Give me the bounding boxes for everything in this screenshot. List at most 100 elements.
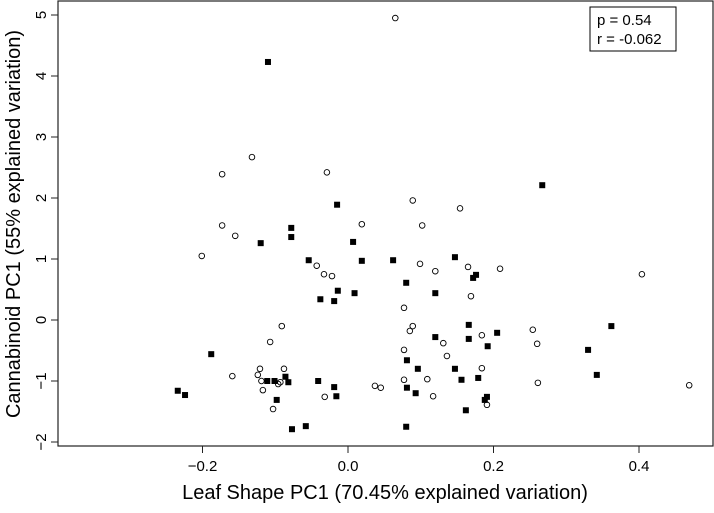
filled-square-point [412, 390, 419, 397]
x-tick-label: 0.2 [483, 458, 504, 475]
x-tick-label: 0.0 [338, 458, 359, 475]
open-circle-point [400, 376, 408, 384]
filled-square-point [331, 298, 338, 305]
filled-square-point [333, 393, 340, 400]
filled-square-point [390, 257, 397, 264]
filled-square-point [285, 379, 292, 386]
open-circle-point [440, 339, 447, 347]
filled-square-point [473, 271, 480, 278]
filled-square-point [288, 426, 295, 433]
y-tick-label: −1 [33, 372, 50, 389]
open-circle-point [321, 393, 328, 401]
filled-square-point [334, 201, 341, 208]
filled-square-point [350, 238, 357, 245]
filled-square-point [483, 393, 490, 400]
filled-square-point [351, 290, 358, 297]
open-circle-point [269, 405, 277, 413]
filled-square-point [465, 335, 472, 342]
filled-square-point [403, 384, 410, 391]
open-circle-point [371, 382, 379, 390]
open-circle-point [218, 222, 226, 229]
y-tick-label: −2 [33, 433, 50, 450]
open-circle-point [278, 322, 286, 330]
filled-square-point [264, 58, 271, 65]
open-circle-point [400, 304, 408, 312]
open-circle-point [266, 338, 274, 346]
open-circle-point [406, 327, 414, 335]
filled-square-point [494, 329, 501, 336]
open-circle-point [231, 232, 239, 240]
filled-square-point [317, 296, 324, 303]
filled-square-point [458, 376, 465, 383]
y-tick-label: 1 [33, 255, 50, 263]
filled-square-point [271, 378, 278, 384]
filled-square-point [481, 396, 488, 403]
open-circle-point [274, 380, 282, 388]
open-circle-point [529, 326, 537, 334]
open-circle-point [377, 384, 384, 391]
open-circle-point [409, 322, 416, 330]
open-circle-point [685, 382, 693, 389]
open-circle-point [467, 292, 475, 300]
open-circle-point [248, 153, 256, 161]
y-tick-label: 4 [33, 72, 50, 80]
filled-square-point [470, 274, 477, 281]
open-circle-point [313, 262, 320, 269]
x-axis-title: Leaf Shape PC1 (70.45% explained variati… [182, 482, 588, 504]
filled-square-point [403, 279, 410, 286]
filled-square-point [465, 321, 472, 328]
filled-square-point [451, 254, 458, 261]
filled-square-point [462, 407, 469, 414]
open-circle-point [258, 377, 265, 385]
filled-square-point [414, 365, 421, 372]
y-axis-title: Cannabinoid PC1 (55% explained variation… [3, 30, 25, 418]
r-value-text: r = -0.062 [597, 31, 662, 48]
open-circle-point [256, 365, 264, 373]
x-axis: −0.2 0.0 0.2 0.4 [188, 446, 649, 475]
filled-square-point [334, 287, 341, 294]
filled-square-point [257, 240, 264, 247]
filled-square-point [182, 392, 189, 399]
open-circle-point [432, 267, 439, 275]
filled-square-point [264, 378, 271, 384]
filled-square-point [302, 423, 309, 430]
filled-square-point [593, 371, 600, 378]
filled-square-point [305, 257, 312, 264]
open-circle-point [429, 393, 437, 400]
filled-square-point [585, 346, 592, 353]
filled-square-point [273, 396, 280, 403]
plot-frame [57, 0, 714, 447]
open-circle-point [218, 170, 226, 178]
filled-square-point [451, 365, 458, 372]
open-circle-point [259, 386, 267, 394]
filled-square-point [484, 343, 491, 350]
filled-square-point [403, 357, 410, 364]
filled-square-point [432, 334, 439, 341]
statistics-legend-box: p = 0.54 r = -0.062 [589, 6, 677, 52]
open-circle-point [478, 332, 486, 339]
x-tick-label: −0.2 [188, 458, 218, 475]
open-circle-point [254, 371, 262, 379]
open-circle-point [392, 14, 399, 22]
open-circle-point [277, 378, 284, 386]
open-circle-point [416, 260, 424, 268]
y-tick-label: 3 [33, 133, 50, 141]
open-circle-point [198, 252, 206, 260]
open-circle-point [323, 169, 331, 176]
open-circle-point [456, 205, 464, 212]
filled-square-point [432, 290, 439, 297]
filled-square-point [358, 257, 365, 264]
y-tick-label: 0 [33, 316, 50, 324]
filled-square-point [174, 387, 181, 394]
open-circle-point [496, 265, 504, 273]
filled-square-point [331, 384, 338, 391]
open-circle-point [533, 340, 541, 348]
filled-square-point [315, 378, 322, 384]
filled-square-point [475, 374, 482, 381]
y-tick-label: 2 [33, 194, 50, 202]
open-circle-point [409, 197, 416, 204]
y-axis: −2 −1 0 1 2 3 4 5 [33, 11, 58, 451]
open-circle-point [424, 375, 431, 383]
open-circle-point [280, 365, 288, 373]
